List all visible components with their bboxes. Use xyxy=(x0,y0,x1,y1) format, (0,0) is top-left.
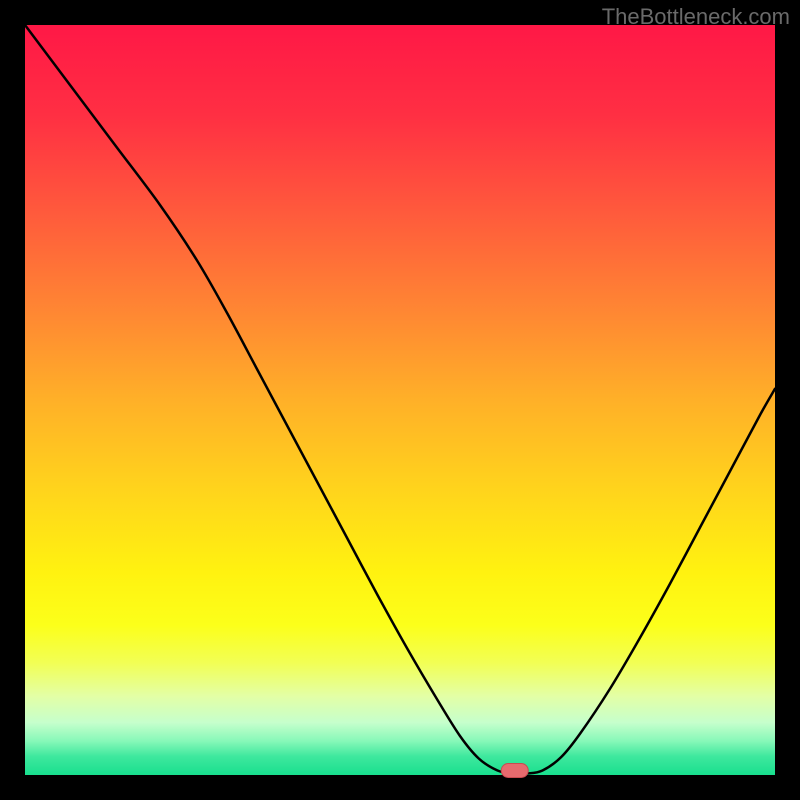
optimal-marker xyxy=(501,764,528,778)
plot-background xyxy=(25,25,775,775)
chart-container: TheBottleneck.com xyxy=(0,0,800,800)
bottleneck-chart xyxy=(0,0,800,800)
watermark-text: TheBottleneck.com xyxy=(602,4,790,30)
